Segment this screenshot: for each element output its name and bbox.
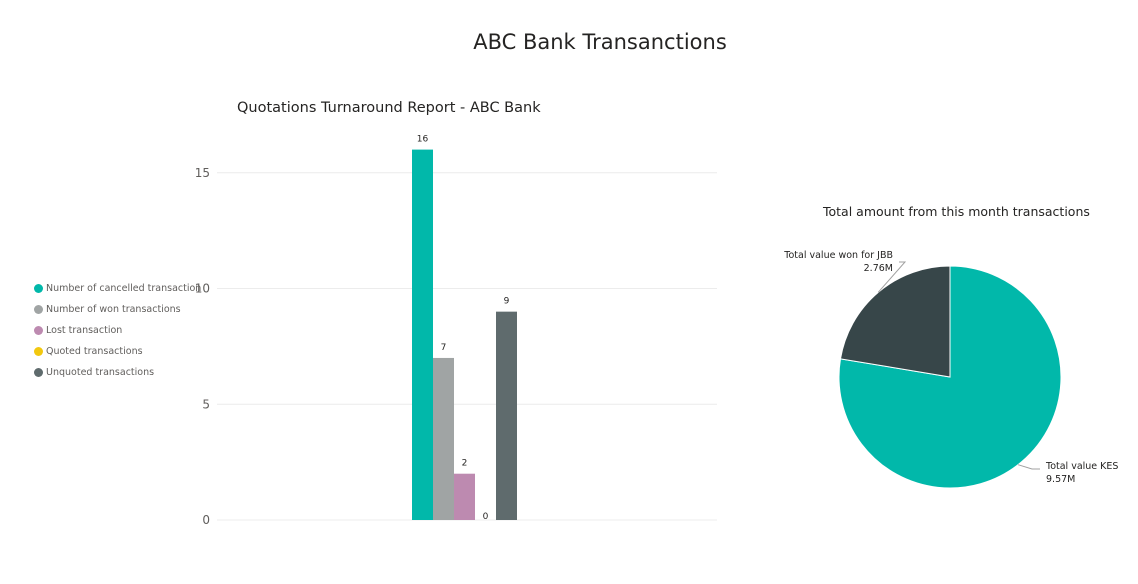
legend-marker — [34, 347, 43, 356]
legend-item-unquoted[interactable]: Unquoted transactions — [34, 362, 201, 383]
legend-marker — [34, 305, 43, 314]
legend-label: Number of won transactions — [46, 304, 181, 315]
legend-marker — [34, 284, 43, 293]
bar — [496, 311, 517, 520]
bar — [412, 149, 433, 520]
bar-chart-legend: Number of cancelled transaction Number o… — [34, 278, 201, 383]
pie-value-label: 2.76M — [864, 263, 893, 274]
data-label: 9 — [504, 297, 510, 307]
legend-item-cancelled[interactable]: Number of cancelled transaction — [34, 278, 201, 299]
data-label: 0 — [483, 512, 489, 522]
y-tick-label: 0 — [202, 513, 210, 527]
legend-label: Quoted transactions — [46, 346, 143, 357]
legend-marker — [34, 326, 43, 335]
bar-chart-title: Quotations Turnaround Report - ABC Bank — [237, 100, 541, 116]
data-label: 2 — [462, 459, 468, 469]
pie-chart-title: Total amount from this month transaction… — [823, 204, 1090, 219]
y-tick-label: 5 — [202, 397, 210, 411]
bar — [454, 473, 475, 520]
legend-item-won[interactable]: Number of won transactions — [34, 299, 201, 320]
legend-label: Lost transaction — [46, 325, 123, 336]
legend-label: Number of cancelled transaction — [46, 283, 202, 294]
legend-label: Unquoted transactions — [46, 367, 155, 378]
bar — [433, 357, 454, 520]
data-label: 7 — [441, 343, 447, 353]
pie-value-label: 9.57M — [1046, 474, 1075, 485]
y-tick-label: 10 — [195, 282, 210, 296]
leader-line — [1017, 464, 1040, 470]
data-label: 16 — [417, 135, 429, 145]
y-tick-label: 15 — [195, 166, 210, 180]
pie-slice — [839, 265, 951, 378]
page-title: ABC Bank Transanctions — [473, 30, 727, 54]
pie-label: Total value KES — [1045, 461, 1118, 472]
legend-item-lost[interactable]: Lost transaction — [34, 320, 201, 341]
legend-item-quoted[interactable]: Quoted transactions — [34, 341, 201, 362]
leader-line — [877, 261, 907, 293]
legend-marker — [34, 368, 43, 377]
pie-label: Total value won for JBB — [783, 250, 893, 261]
